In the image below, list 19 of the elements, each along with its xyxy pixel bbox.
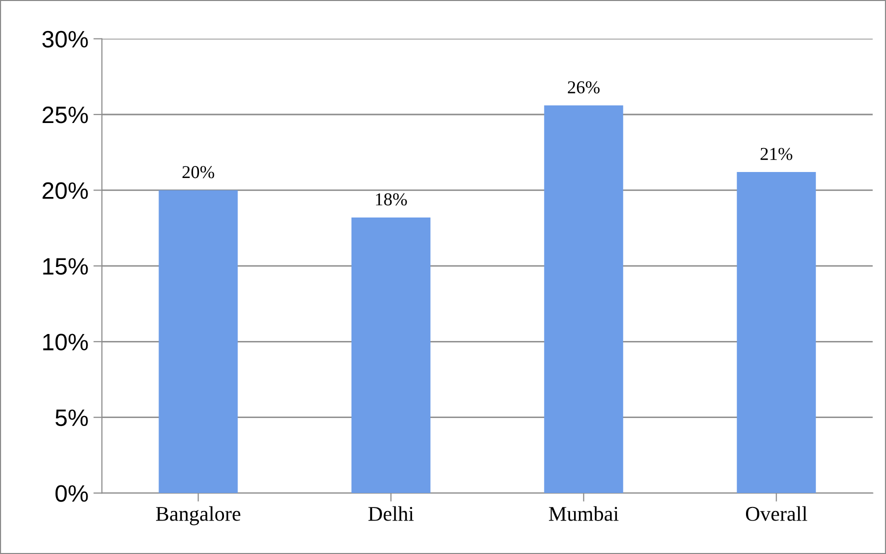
y-tick-label: 30% [42,30,88,48]
data-label: 18% [376,193,407,206]
y-tick-label: 20% [42,182,88,199]
data-label: 20% [182,166,214,178]
x-tick-label: Bangalore [156,506,240,526]
y-tick-label: 5% [56,410,88,426]
x-tick-label: Delhi [368,506,414,521]
y-tick-label: 25% [42,106,88,124]
x-tick-label: Overall [746,506,808,521]
bar [736,172,816,494]
y-tick-label: 15% [43,258,88,275]
x-tick-label: Mumbai [548,506,619,521]
bar [158,190,238,494]
data-label: 26% [568,81,600,94]
y-tick-label: 0% [55,485,88,502]
y-tick-label: 10% [43,334,88,350]
bar [544,105,624,494]
data-label: 21% [760,148,792,160]
bar [351,217,430,494]
